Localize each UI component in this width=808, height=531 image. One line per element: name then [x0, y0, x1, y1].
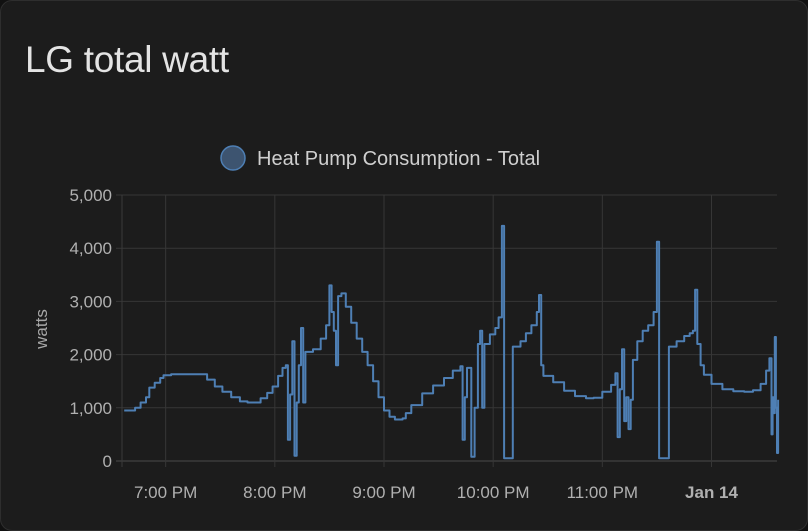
y-tick-label: 5,000: [69, 186, 112, 205]
x-axis: 7:00 PM 8:00 PM 9:00 PM 10:00 PM 11:00 PM Jan…: [134, 483, 738, 502]
x-tick-label: 11:00 PM: [567, 483, 639, 502]
y-tick-label: 3,000: [69, 292, 112, 311]
x-tick-label: 10:00 PM: [457, 483, 530, 502]
y-tick-label: 2,000: [69, 346, 112, 365]
y-axis-title: watts: [32, 309, 51, 350]
legend-label: Heat Pump Consumption - Total: [257, 148, 540, 170]
series-line-heat-pump-consumption: [124, 224, 780, 460]
y-tick-label: 0: [103, 452, 112, 471]
x-tick-label: 8:00 PM: [243, 483, 306, 502]
x-tick-label: 7:00 PM: [134, 483, 197, 502]
x-tick-label: Jan 14: [685, 483, 738, 502]
y-tick-label: 4,000: [69, 239, 112, 258]
grid: [116, 194, 777, 467]
x-tick-label: 9:00 PM: [352, 483, 415, 502]
legend[interactable]: Heat Pump Consumption - Total: [220, 145, 540, 171]
card-title: LG total watt: [25, 39, 229, 80]
y-tick-label: 1,000: [69, 399, 112, 418]
legend-swatch: [220, 145, 246, 171]
y-axis: 0 1,000 2,000 3,000 4,000 5,000: [69, 186, 112, 471]
